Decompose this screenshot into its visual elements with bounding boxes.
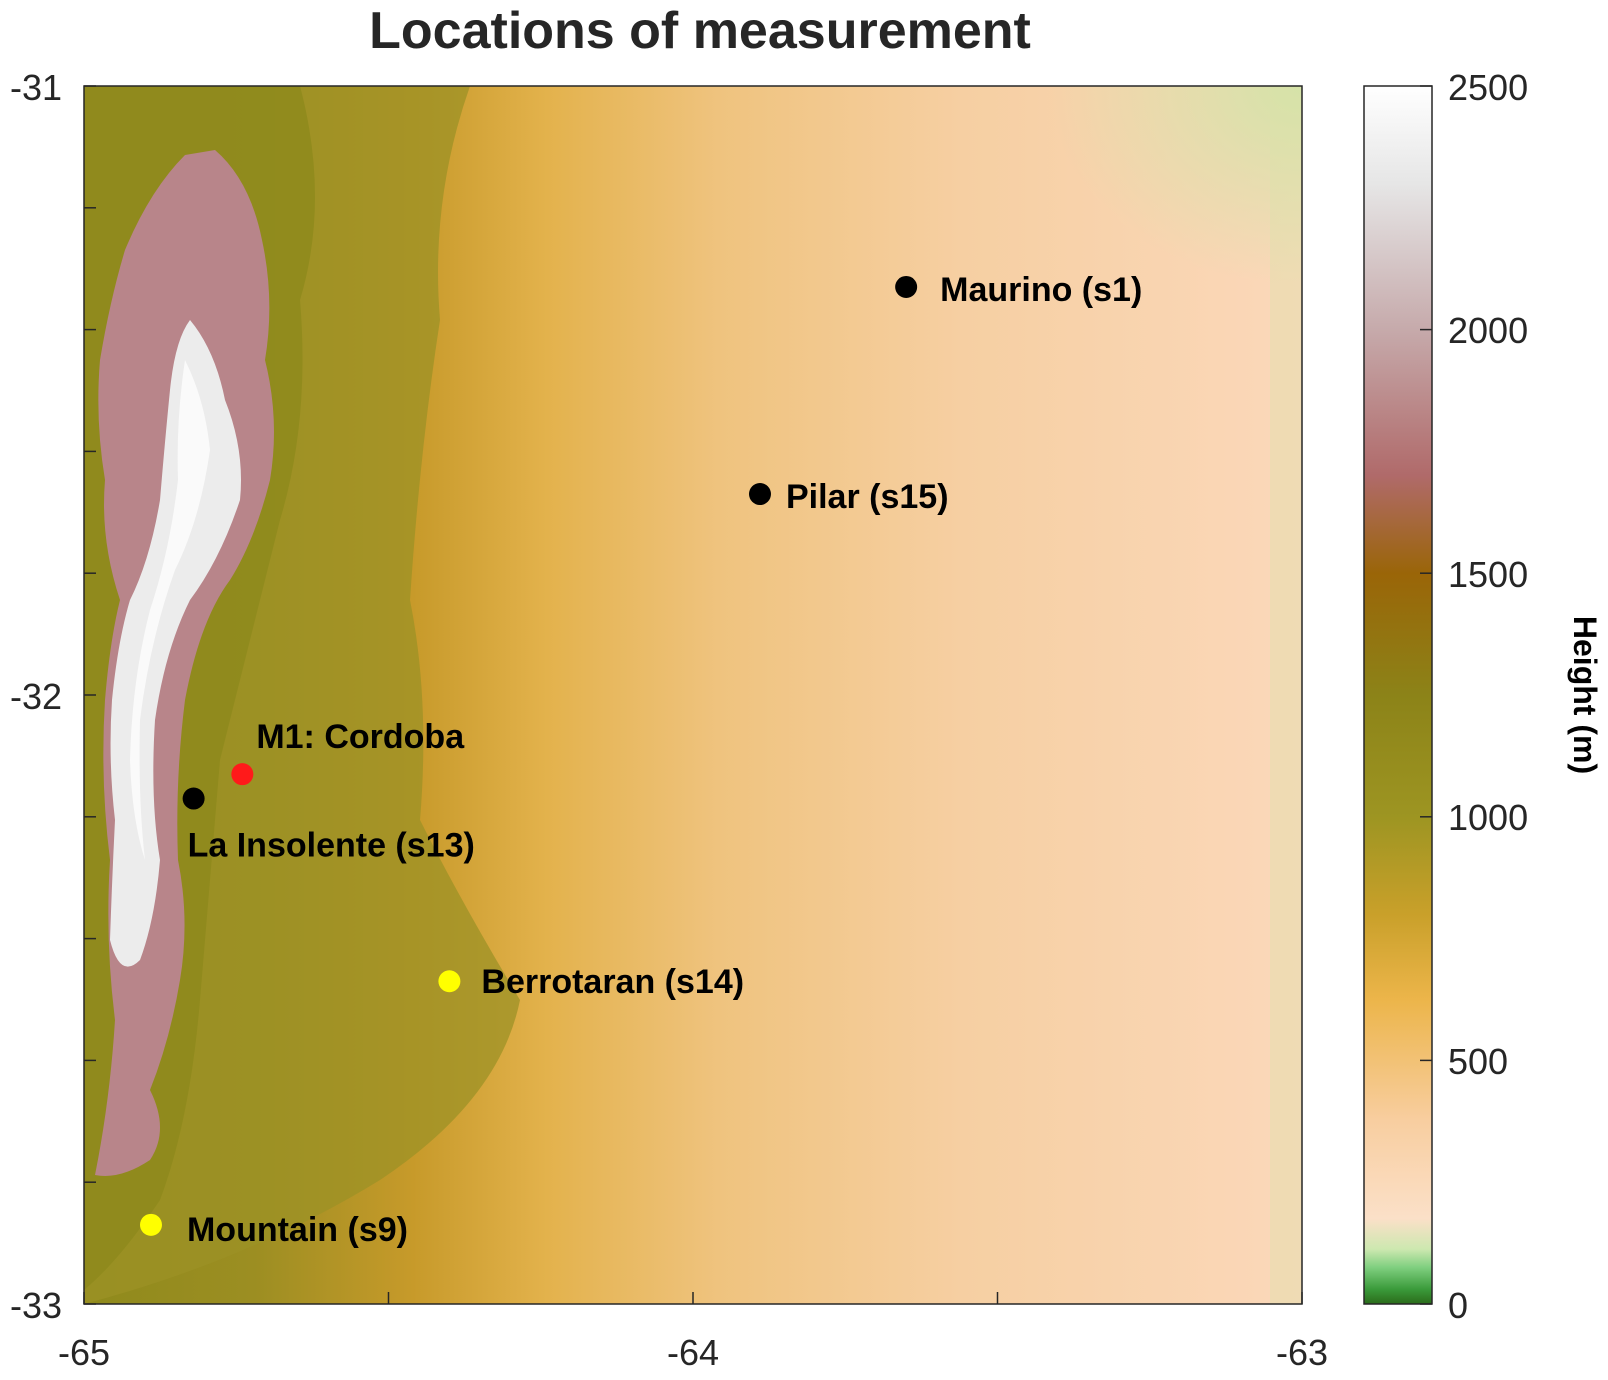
y-tick-label: -32 xyxy=(10,676,62,717)
colorbar-tick-label: 0 xyxy=(1448,1285,1468,1326)
x-tick-label: -64 xyxy=(667,1332,719,1373)
x-axis xyxy=(83,1292,1303,1304)
terrain-map xyxy=(84,86,1302,1304)
colorbar-label: Height (m) xyxy=(1567,616,1603,774)
site-markers: Maurino (s1) Pilar (s15) M1: Cordoba La Ins… xyxy=(139,271,1142,1249)
chart-title: Locations of measurement xyxy=(369,2,1031,60)
summit-highlight xyxy=(130,360,210,860)
x-tick-label: -63 xyxy=(1276,1332,1328,1373)
site-label: Pilar (s15) xyxy=(786,478,949,516)
site-label: Berrotaran (s14) xyxy=(481,963,744,1001)
site-marker xyxy=(438,970,461,993)
site-marker xyxy=(895,275,918,298)
colorbar-tick-label: 1000 xyxy=(1448,797,1528,838)
site-label: Maurino (s1) xyxy=(940,271,1142,309)
y-axis xyxy=(84,85,96,1305)
lowland-green-edge xyxy=(1270,86,1302,1304)
x-tick-label: -65 xyxy=(58,1332,110,1373)
colorbar-tick-label: 2000 xyxy=(1448,310,1528,351)
colorbar-tick-label: 2500 xyxy=(1448,67,1528,108)
site-label: M1: Cordoba xyxy=(256,718,465,756)
colorbar-tick-label: 1500 xyxy=(1448,554,1528,595)
site-marker xyxy=(182,787,205,810)
colorbar-tick-label: 500 xyxy=(1448,1041,1508,1082)
site-marker xyxy=(748,483,771,506)
y-tick-label: -33 xyxy=(10,1285,62,1326)
lowland-green-corner xyxy=(1050,86,1302,286)
summit-region xyxy=(110,320,241,967)
site-marker xyxy=(139,1213,162,1236)
y-tick-label: -31 xyxy=(10,67,62,108)
site-marker xyxy=(231,763,254,786)
site-label: Mountain (s9) xyxy=(187,1211,408,1249)
colorbar-ticks xyxy=(1420,85,1432,1305)
site-label: La Insolente (s13) xyxy=(188,827,475,865)
colorbar xyxy=(1363,85,1433,1305)
